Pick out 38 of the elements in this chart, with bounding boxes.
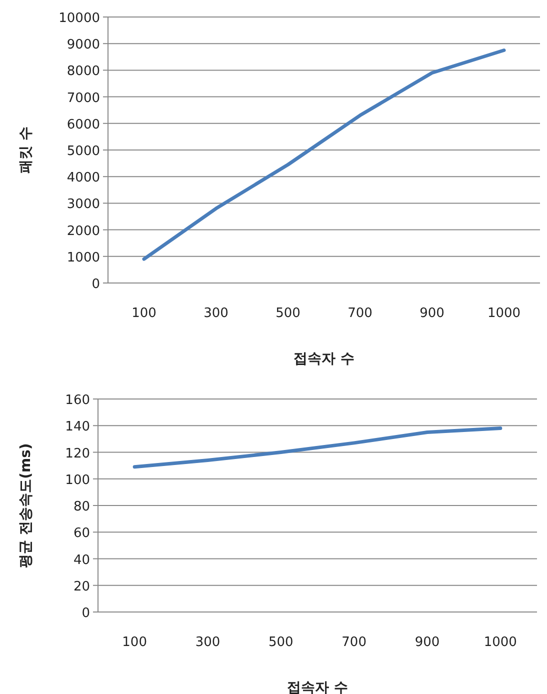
y-tick-label: 3000 [66, 197, 100, 212]
y-tick-label: 120 [65, 446, 90, 462]
y-tick-label: 80 [73, 500, 90, 514]
x-tick-label: 1000 [487, 306, 521, 321]
y-tick-label: 6000 [66, 117, 100, 132]
y-tick-label: 4000 [66, 170, 100, 186]
y-tick-label: 1000 [66, 250, 100, 266]
y-tick-label: 100 [65, 472, 90, 488]
y-tick-label: 2000 [66, 224, 100, 239]
x-tick-label: 500 [268, 635, 294, 650]
x-tick-label: 100 [122, 635, 147, 650]
y-tick-label: 5000 [66, 144, 100, 159]
y-axis-title: 평균 전송속도(ms) [18, 443, 34, 568]
y-tick-label: 7000 [66, 90, 100, 106]
x-tick-label: 100 [132, 306, 156, 321]
y-tick-label: 0 [92, 277, 100, 292]
x-tick-label: 500 [276, 306, 300, 321]
x-tick-label: 900 [414, 635, 440, 650]
line-series [142, 48, 506, 261]
y-tick-label: 60 [73, 526, 90, 542]
x-axis-title: 접속자 수 [287, 680, 348, 694]
y-tick-label: 140 [65, 420, 90, 435]
x-tick-label: 900 [420, 306, 444, 321]
y-tick-label: 9000 [66, 38, 100, 53]
x-tick-label: 300 [204, 306, 228, 321]
x-tick-label: 300 [195, 635, 220, 650]
y-tick-label: 0 [82, 606, 90, 621]
x-tick-label: 700 [348, 306, 372, 321]
y-tick-label: 40 [73, 552, 90, 568]
x-tick-label: 1000 [484, 635, 517, 650]
x-tick-label: 700 [342, 635, 366, 650]
y-tick-label: 8000 [66, 64, 100, 80]
y-tick-label: 10000 [58, 11, 100, 26]
x-axis-title: 접속자 수 [294, 351, 354, 367]
y-tick-label: 160 [65, 393, 90, 408]
y-tick-label: 20 [73, 579, 90, 594]
line-series [132, 426, 502, 469]
y-axis-title: 패킷 수 [18, 126, 34, 174]
